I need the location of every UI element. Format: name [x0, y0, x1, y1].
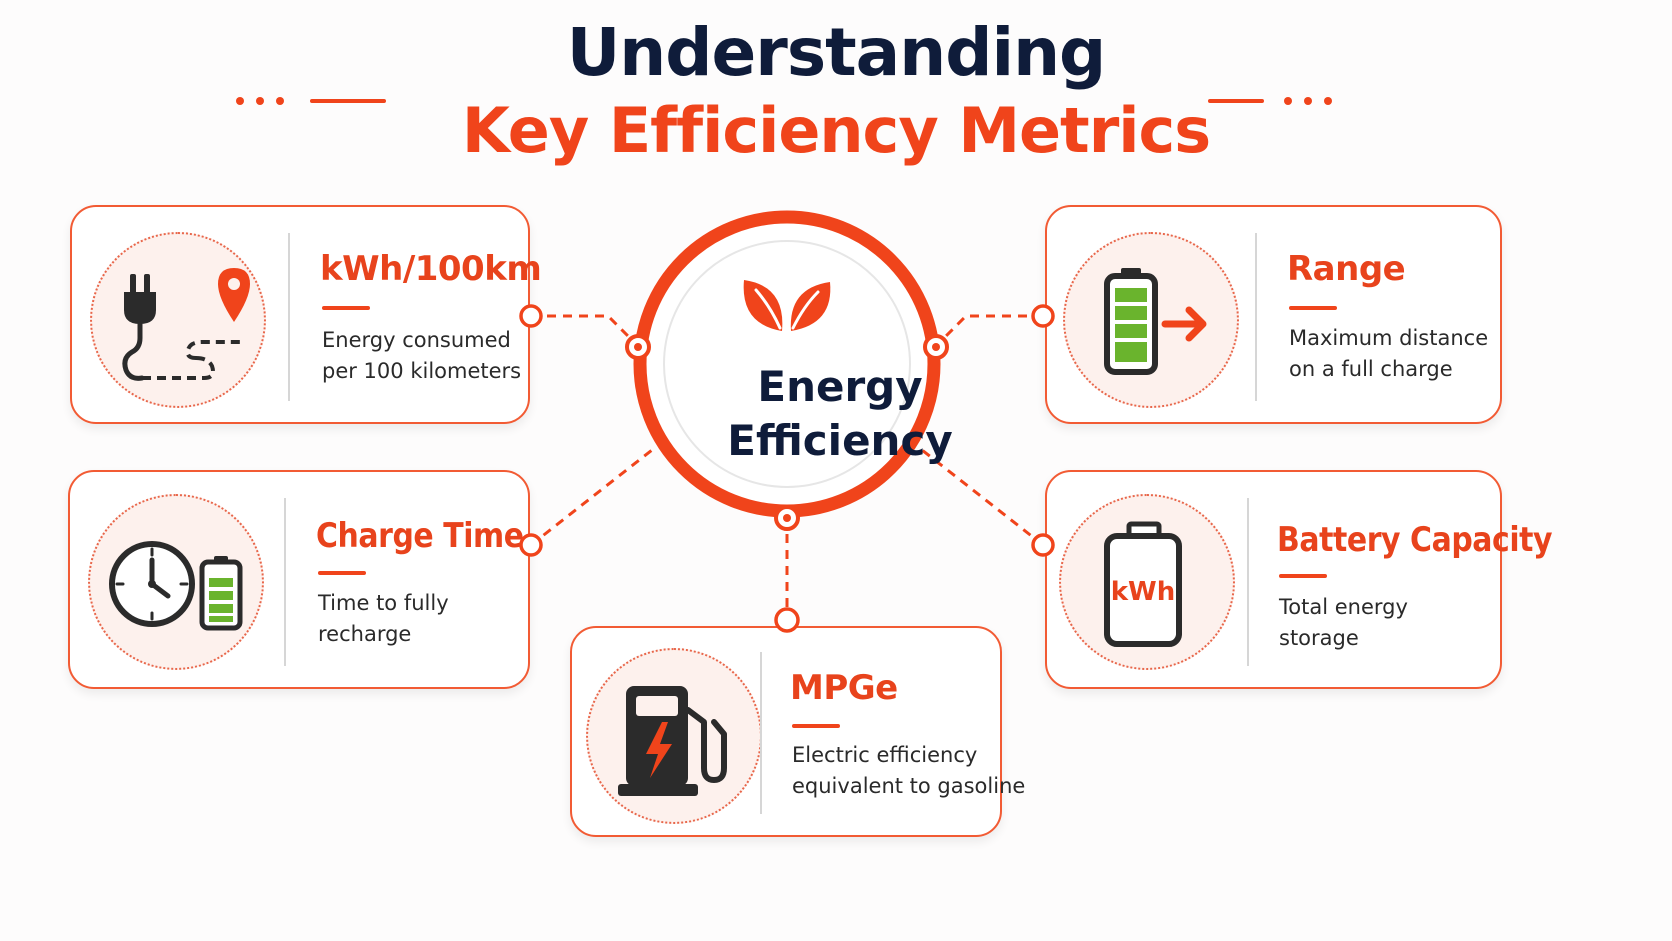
- connector-lines: [530, 314, 1044, 620]
- battery-arrow-icon: [1063, 232, 1239, 408]
- card-divider: [1247, 498, 1249, 666]
- metric-title-kwh-per-100km: kWh/100km: [320, 249, 542, 289]
- description-line-1: Maximum distance: [1289, 326, 1489, 350]
- plug-route-icon: [90, 232, 266, 408]
- metric-card-kwh-per-100km: kWh/100km Energy consumed per 100 kilome…: [70, 205, 542, 424]
- metric-card-charge-time: Charge Time Time to fully recharge: [68, 470, 530, 689]
- hub-label-line-2: Efficiency: [727, 416, 953, 465]
- battery-kwh-icon: kWh: [1059, 494, 1235, 670]
- hub-label: Energy Efficiency: [690, 360, 990, 468]
- metric-description-mpge: Electric efficiency equivalent to gasoli…: [792, 740, 1025, 802]
- title-underline: [318, 571, 366, 575]
- title-underline: [1289, 306, 1337, 310]
- description-line-2: recharge: [318, 622, 412, 646]
- description-line-1: Electric efficiency: [792, 743, 978, 767]
- title-underline: [322, 306, 370, 310]
- title-decoration-right: [1208, 97, 1338, 105]
- connector-nodes: [519, 304, 1055, 633]
- metric-title-mpge: MPGe: [790, 668, 898, 708]
- title-decoration-left: [236, 97, 386, 105]
- description-line-2: storage: [1279, 626, 1359, 650]
- card-divider: [284, 498, 286, 666]
- description-line-2: on a full charge: [1289, 357, 1453, 381]
- description-line-1: Time to fully: [318, 591, 449, 615]
- metric-card-range: Range Maximum distance on a full charge: [1045, 205, 1502, 424]
- clock-battery-icon: [88, 494, 264, 670]
- title-underline: [792, 724, 840, 728]
- description-line-1: Energy consumed: [322, 328, 511, 352]
- title-line-2: Key Efficiency Metrics: [461, 94, 1211, 167]
- description-line-1: Total energy: [1279, 595, 1408, 619]
- metric-title-range: Range: [1287, 249, 1406, 289]
- metric-card-mpge: MPGe Electric efficiency equivalent to g…: [570, 626, 1025, 837]
- metric-card-battery-capacity: kWh Battery Capacity Total energy storag…: [1045, 470, 1553, 689]
- fuel-pump-icon: [586, 648, 762, 824]
- description-line-2: per 100 kilometers: [322, 359, 522, 383]
- metric-title-charge-time: Charge Time: [316, 516, 524, 556]
- hub-label-line-1: Energy: [757, 362, 923, 411]
- description-line-2: equivalent to gasoline: [792, 774, 1026, 798]
- metric-description-range: Maximum distance on a full charge: [1289, 323, 1488, 385]
- battery-kwh-label: kWh: [1111, 577, 1175, 607]
- card-divider: [288, 233, 290, 401]
- title-underline: [1279, 574, 1327, 578]
- metric-title-battery-capacity: Battery Capacity: [1277, 520, 1553, 560]
- metric-description-kwh-per-100km: Energy consumed per 100 kilometers: [322, 325, 521, 387]
- metric-description-charge-time: Time to fully recharge: [318, 588, 449, 650]
- title-line-1: Understanding: [566, 14, 1107, 91]
- card-divider: [760, 652, 762, 814]
- hub-inner-ring: [663, 240, 911, 488]
- metric-description-battery-capacity: Total energy storage: [1279, 592, 1408, 654]
- card-divider: [1255, 233, 1257, 401]
- leaves-icon: [743, 280, 831, 331]
